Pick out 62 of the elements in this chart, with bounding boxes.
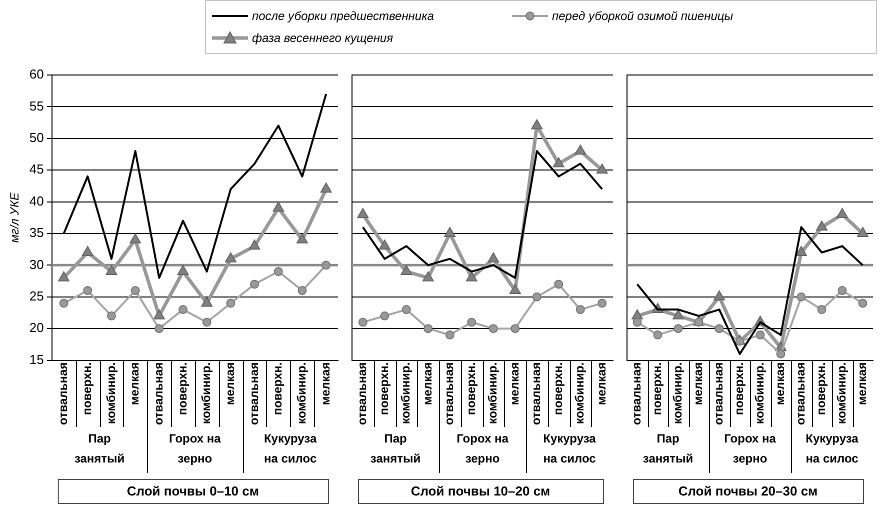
x-axis-title: Слой почвы 20–30 см [678, 484, 818, 499]
legend-label: перед уборкой озимой пшеницы [552, 9, 734, 23]
legend-label: фаза весеннего кущения [252, 31, 394, 45]
x-tick-label: поверхн. [175, 362, 190, 416]
text: Горох на зерно [724, 431, 776, 466]
text: Кукуруза на силос [543, 431, 596, 466]
x-tick-label: мелкая [420, 362, 434, 406]
x-tick-label: поверхн. [732, 362, 746, 416]
x-tick-label: комбинир. [752, 362, 767, 424]
x-tick-label: поверхн. [464, 362, 478, 416]
y-tick-label: 30 [29, 256, 44, 272]
x-tick-label: мелкая [773, 362, 788, 406]
y-tick-label: 50 [29, 130, 44, 145]
y-tick-label: 25 [29, 288, 44, 304]
x-tick-label: комбинир. [670, 362, 685, 424]
x-tick-label: отвальная [712, 362, 726, 426]
x-tick-label: комбинир. [572, 362, 587, 424]
y-tick-label: 20 [29, 320, 44, 336]
x-tick-label: отвальная [794, 362, 808, 426]
text: Горох на зерно [456, 431, 509, 466]
text: Горох на зерно [169, 431, 222, 466]
x-tick-label: поверхн. [376, 362, 391, 416]
x-tick-label: мелкая [594, 362, 608, 406]
x-tick-label: поверхн. [80, 362, 94, 416]
x-tick-label: мелкая [691, 362, 706, 406]
y-tick-label: 45 [29, 162, 44, 177]
x-tick-label: мелкая [855, 362, 870, 406]
text: Пар занятый [370, 431, 421, 466]
x-tick-label: поверхн. [550, 362, 565, 416]
legend-label: после уборки предшественника [252, 9, 434, 23]
x-tick-label: отвальная [151, 362, 166, 426]
x-tick-label: поверхн. [650, 362, 664, 416]
x-tick-label: комбинир. [834, 362, 849, 424]
x-tick-label: комбинир. [104, 362, 118, 424]
x-tick-label: отвальная [355, 362, 370, 426]
x-tick-label: отвальная [630, 362, 644, 426]
x-axis-title: Слой почвы 0–10 см [126, 484, 259, 499]
y-tick-label: 60 [29, 66, 44, 82]
text: Кукуруза на силос [806, 431, 859, 466]
y-tick-label: 35 [29, 225, 44, 240]
y-tick-label: 40 [29, 193, 44, 208]
x-axis-title: Слой почвы 10–20 см [410, 484, 550, 499]
x-tick-label: мелкая [507, 362, 522, 406]
x-tick-label: отвальная [246, 362, 261, 426]
x-tick-label: комбинир. [486, 362, 500, 424]
text: Пар занятый [74, 431, 125, 466]
text: Пар занятый [642, 431, 694, 466]
text: Кукуруза на силос [264, 431, 317, 466]
x-tick-label: мелкая [318, 362, 332, 406]
y-tick-label: 15 [29, 352, 44, 367]
x-tick-label: отвальная [529, 362, 544, 426]
y-axis-title: мг/л УКЕ [8, 191, 22, 243]
x-tick-label: мелкая [223, 362, 238, 406]
x-tick-label: отвальная [56, 362, 70, 426]
x-tick-label: комбинир. [294, 362, 309, 424]
x-tick-label: мелкая [128, 362, 142, 406]
y-tick-label: 55 [29, 98, 44, 114]
x-tick-label: поверхн. [270, 362, 285, 416]
x-tick-label: комбинир. [199, 362, 214, 424]
x-tick-label: комбинир. [398, 362, 413, 424]
x-tick-label: поверхн. [814, 362, 828, 416]
x-tick-label: отвальная [442, 362, 456, 426]
